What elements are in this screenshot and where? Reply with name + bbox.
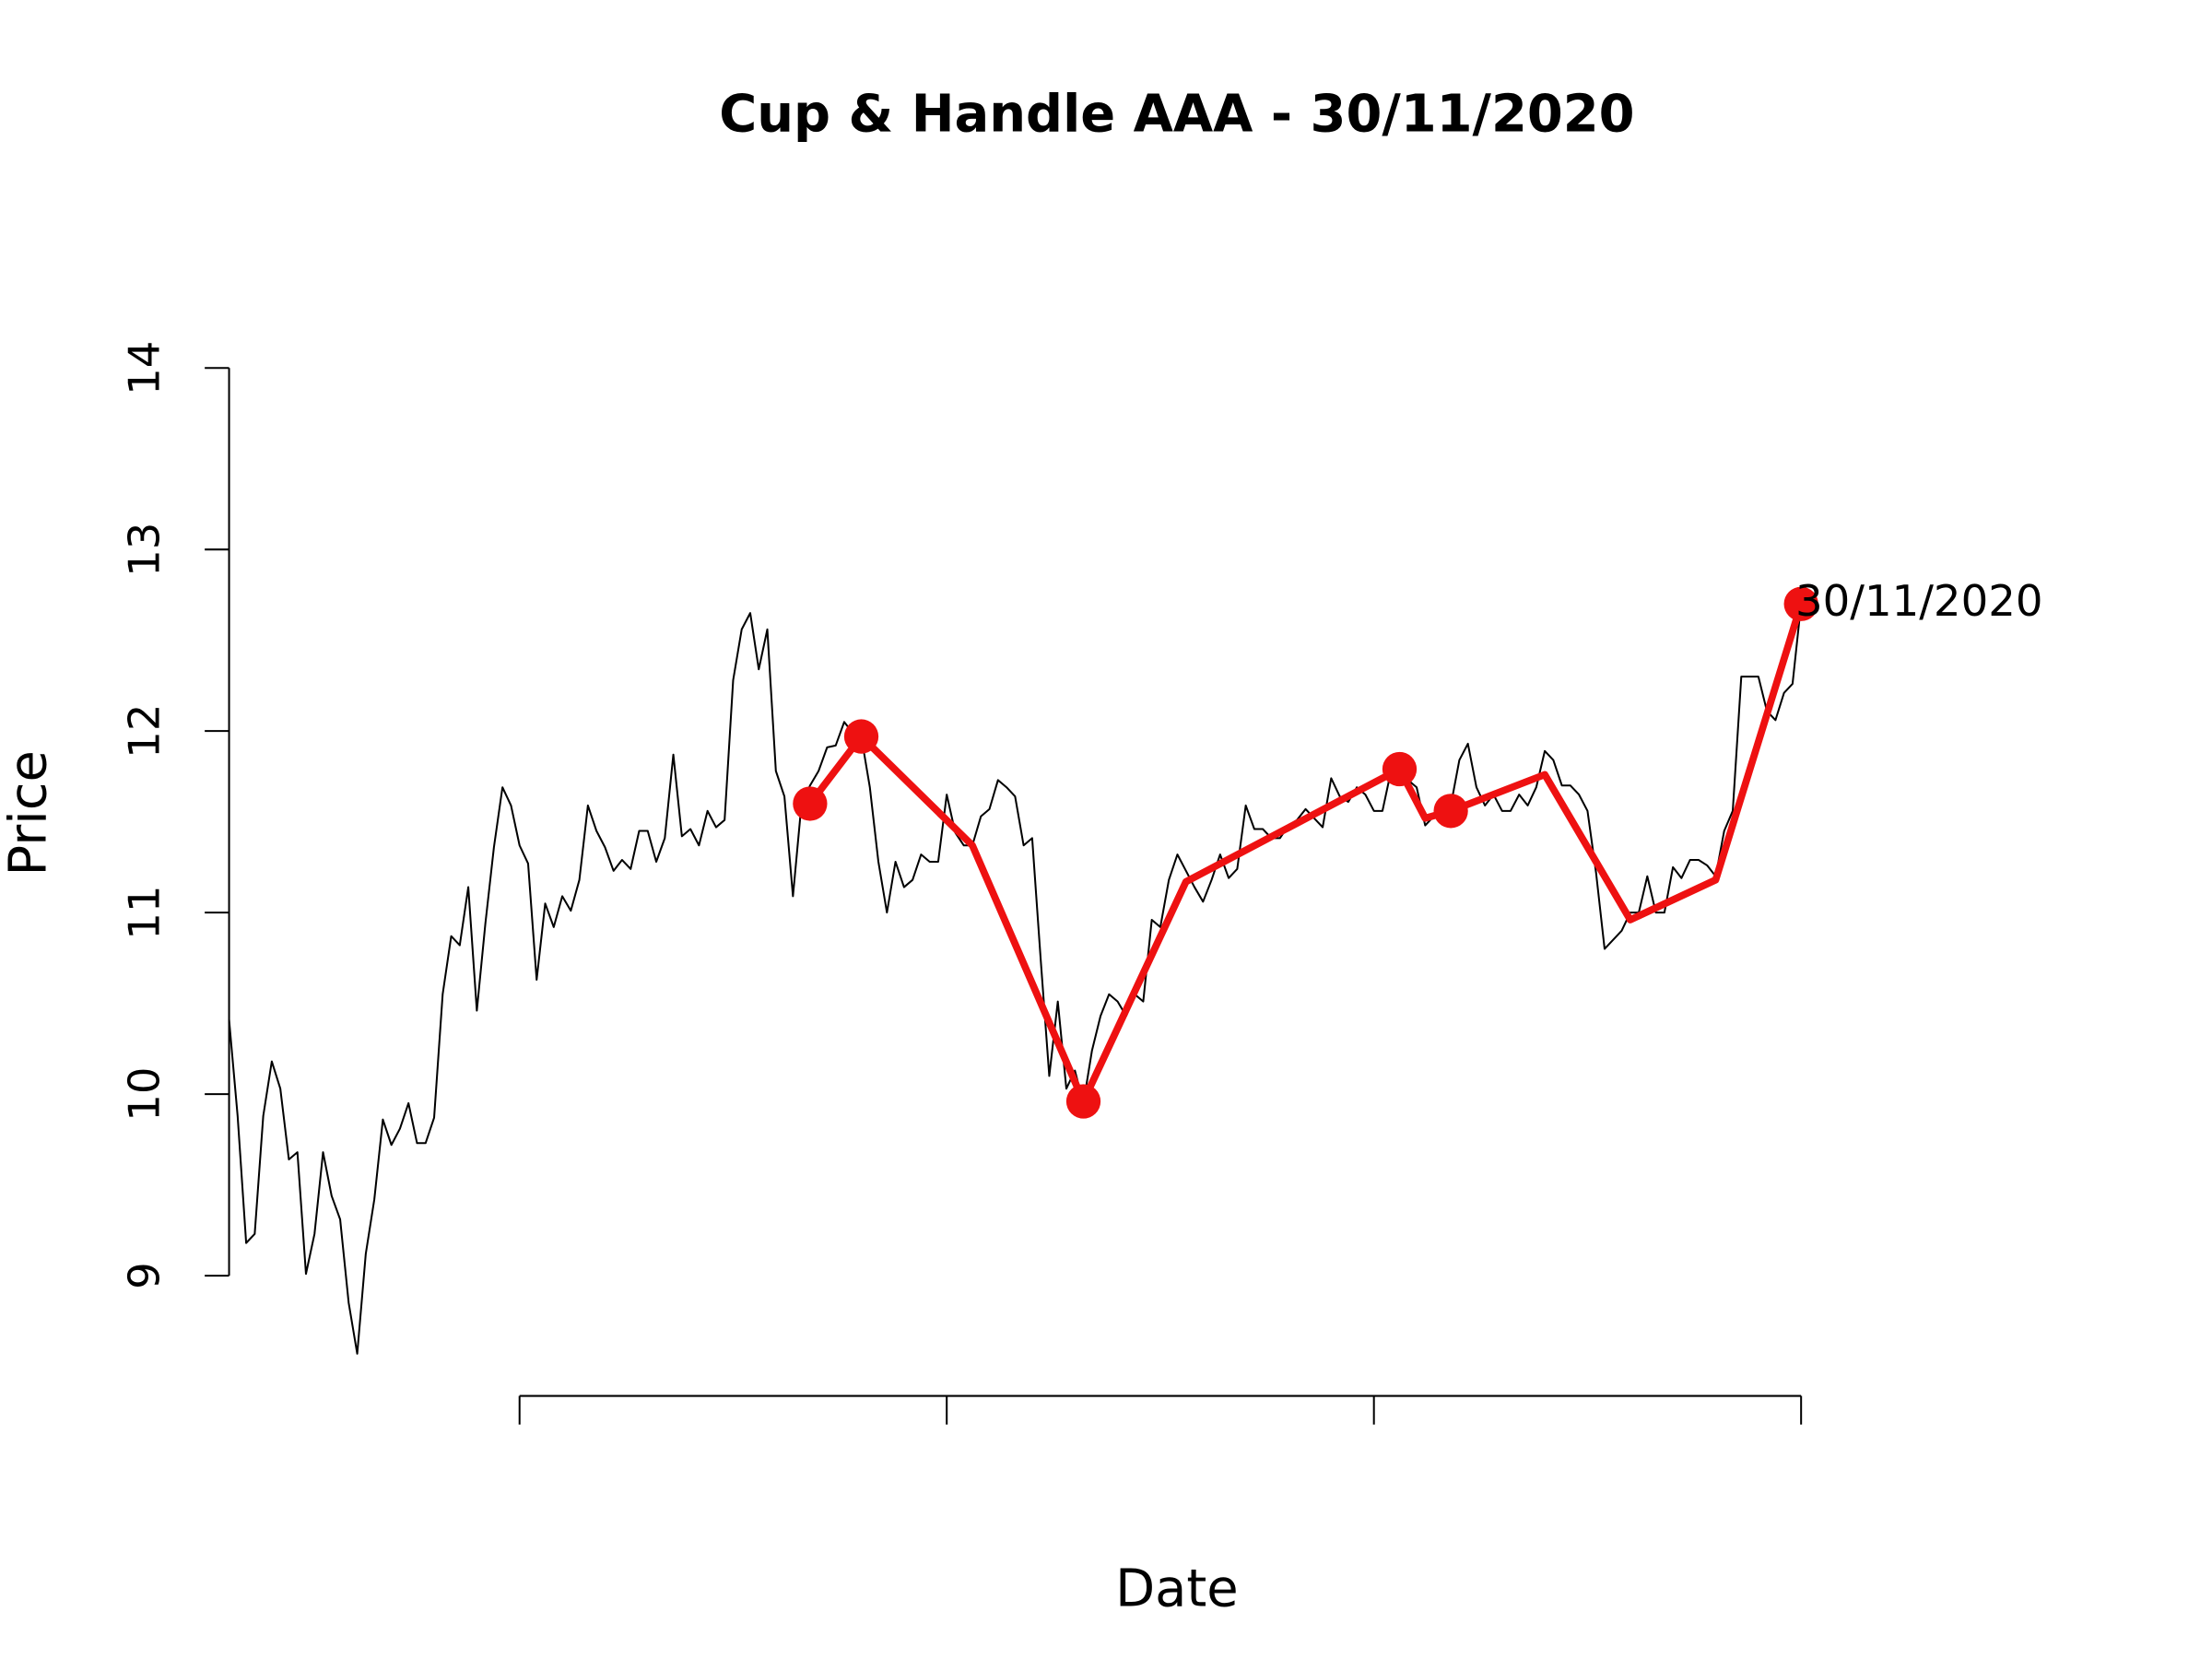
pattern-point <box>843 719 879 754</box>
pattern-point <box>1065 1084 1101 1119</box>
pattern-point <box>1433 794 1468 829</box>
price-line <box>228 604 1803 1355</box>
y-tick-label: 12 <box>120 704 170 759</box>
chart-title: Cup & Handle AAA - 30/11/2020 <box>719 85 1634 145</box>
y-tick-label: 11 <box>119 885 169 939</box>
annotation: 30/11/2020 <box>1795 576 2043 626</box>
pattern-point <box>793 786 828 821</box>
pattern-point <box>1382 751 1418 787</box>
y-tick-label: 10 <box>120 1066 170 1121</box>
y-tick-label: 9 <box>119 1262 169 1289</box>
pattern-point <box>1783 586 1818 621</box>
y-axis-title: Price <box>0 750 58 876</box>
y-tick-label: 13 <box>120 523 170 577</box>
price-line <box>806 603 1805 1105</box>
y-tick-label: 14 <box>120 341 170 395</box>
x-axis-title: Date <box>1115 1559 1239 1619</box>
